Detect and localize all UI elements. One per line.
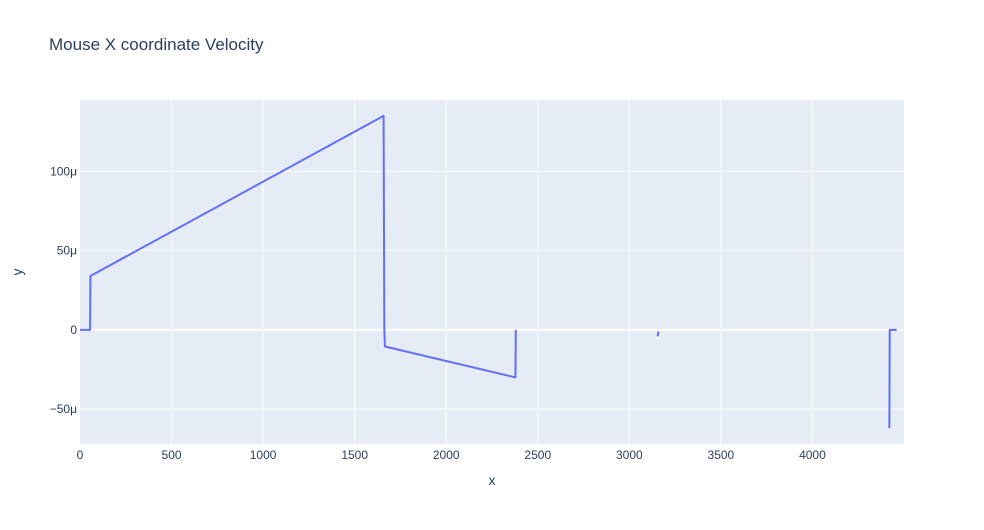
x-axis-label: x <box>489 472 496 488</box>
y-tick-label: 100μ <box>50 164 77 178</box>
x-tick-label: 3500 <box>708 448 735 462</box>
x-tick-label: 3000 <box>616 448 643 462</box>
x-tick-label: 1500 <box>341 448 368 462</box>
chart-title: Mouse X coordinate Velocity <box>49 35 264 54</box>
grid-lines <box>80 100 904 444</box>
series-line-segment <box>888 328 897 429</box>
y-axis-ticks: −50μ 0 50μ 100μ <box>50 164 78 416</box>
x-tick-label: 2500 <box>524 448 551 462</box>
x-tick-label: 2000 <box>433 448 460 462</box>
y-tick-label: 0 <box>70 323 77 337</box>
x-tick-label: 0 <box>77 448 84 462</box>
y-axis-label: y <box>9 269 25 276</box>
series-line-segment <box>80 114 517 379</box>
plot-area <box>80 100 904 444</box>
x-tick-label: 500 <box>162 448 182 462</box>
y-tick-label: 50μ <box>57 244 77 258</box>
x-tick-label: 4000 <box>799 448 826 462</box>
x-tick-label: 1000 <box>250 448 277 462</box>
series-line-segment <box>656 331 660 337</box>
y-tick-label: −50μ <box>50 402 77 416</box>
x-axis-ticks: 0 500 1000 1500 2000 2500 3000 3500 4000 <box>77 448 826 462</box>
series-lines <box>80 114 897 429</box>
